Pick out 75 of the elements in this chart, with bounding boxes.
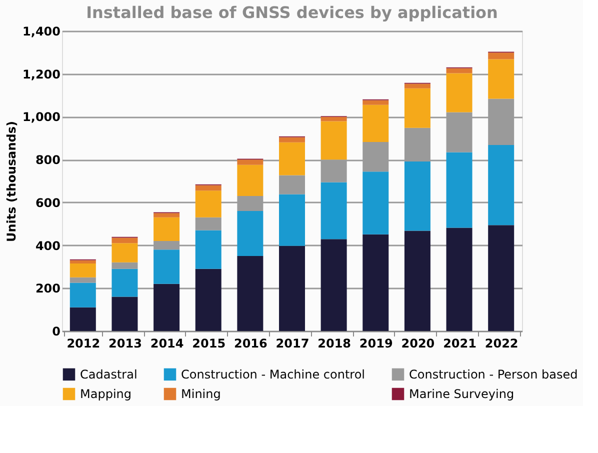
bar [112, 296, 138, 331]
bar [488, 52, 514, 60]
bar [446, 73, 472, 112]
bar [70, 260, 96, 264]
bar [154, 217, 180, 241]
bar [279, 137, 305, 142]
bar [154, 284, 180, 331]
x-tick-label: 2014 [150, 336, 184, 350]
x-tick-label: 2018 [318, 336, 352, 350]
bar [112, 268, 138, 297]
bar [320, 116, 347, 122]
x-tick-label: 2019 [359, 336, 393, 350]
y-tick-label: 1,400 [22, 24, 60, 38]
bar [488, 59, 514, 99]
bar [362, 100, 389, 105]
bar [279, 142, 305, 176]
y-tick-label: 0 [52, 324, 60, 338]
bar [112, 238, 138, 244]
x-tick-label: 2021 [443, 336, 476, 350]
x-tick-label: 2017 [276, 336, 310, 350]
bar [446, 152, 472, 228]
legend-label: Construction - Person based [409, 367, 578, 382]
bar [195, 230, 222, 269]
bar [237, 160, 264, 165]
bar [362, 234, 389, 331]
bar [237, 211, 264, 256]
bar [362, 104, 389, 142]
bar [237, 164, 264, 196]
legend-label: Mapping [80, 387, 132, 401]
legend-label: Marine Surveying [409, 387, 514, 401]
bar [320, 239, 347, 331]
bar [70, 307, 96, 331]
x-tick-label: 2013 [108, 336, 142, 350]
x-tick-label: 2012 [66, 336, 100, 350]
bar [279, 194, 305, 246]
x-tick-label: 2020 [401, 336, 435, 350]
bar [195, 268, 222, 331]
bar [446, 228, 472, 331]
bar [404, 230, 430, 331]
y-axis-title: Units (thousands) [4, 120, 19, 242]
y-tick-label: 200 [35, 282, 60, 296]
x-tick-label: 2016 [234, 336, 268, 350]
legend-label: Construction - Machine control [181, 367, 366, 382]
bar [195, 217, 222, 230]
bar [320, 121, 347, 160]
y-tick-label: 1,200 [22, 67, 60, 82]
bar [195, 190, 222, 218]
bar [362, 172, 389, 234]
x-tick-label: 2022 [484, 336, 518, 350]
bar [404, 162, 430, 231]
y-tick-label: 1,000 [22, 110, 60, 124]
bar [70, 277, 96, 283]
bar [446, 68, 472, 74]
bar [488, 145, 514, 226]
y-tick-label: 800 [35, 153, 60, 168]
legend-label: Cadastral [80, 367, 138, 382]
bar [70, 264, 96, 278]
chart-title: Installed base of GNSS devices by application [86, 3, 498, 22]
bar [154, 213, 180, 218]
bar [112, 243, 138, 262]
bar [488, 225, 514, 331]
legend-label: Mining [181, 387, 221, 401]
bar [279, 246, 305, 331]
x-tick-label: 2015 [192, 336, 226, 350]
bar [404, 84, 430, 88]
bar [279, 175, 305, 194]
y-tick-label: 600 [35, 196, 60, 210]
bar [237, 256, 264, 331]
bar [195, 185, 222, 191]
y-tick-label: 400 [35, 238, 60, 253]
bar [112, 262, 138, 269]
bar [320, 182, 347, 240]
bar [154, 250, 180, 284]
bar [404, 88, 430, 128]
bar [70, 282, 96, 308]
